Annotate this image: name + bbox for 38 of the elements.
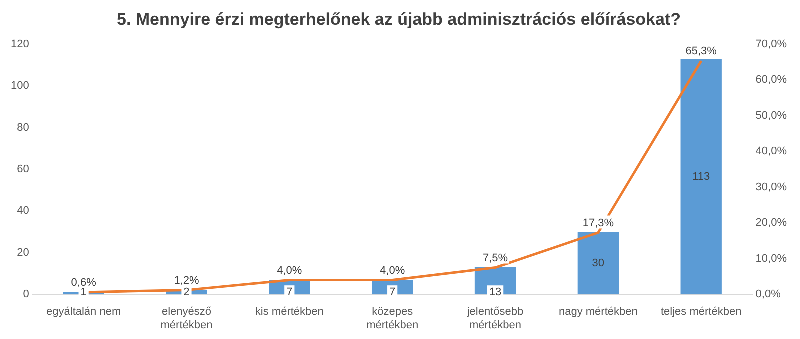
data-label: 7 xyxy=(390,286,396,299)
x-tick-label: nagy mértékben xyxy=(558,306,638,318)
data-label: 113 xyxy=(692,170,710,183)
y2-tick-label: 30,0% xyxy=(756,181,788,194)
y-tick-label: 40 xyxy=(17,205,30,218)
data-label: 4,0% xyxy=(277,264,302,277)
y2-tick-label: 40,0% xyxy=(756,146,788,158)
y2-tick-label: 50,0% xyxy=(756,110,788,122)
x-tick-label: teljes mértékben xyxy=(660,306,742,318)
y-tick-label: 100 xyxy=(10,80,30,92)
y2-tick-label: 10,0% xyxy=(756,252,788,265)
y2-tick-label: 60,0% xyxy=(756,74,788,86)
y-tick-label: 120 xyxy=(10,38,30,50)
y-tick-label: 80 xyxy=(17,122,30,134)
x-tick-label: közepes mértékben xyxy=(366,306,419,332)
data-label: 0,6% xyxy=(71,276,97,289)
data-label: 1,2% xyxy=(174,274,200,287)
data-label: 7,5% xyxy=(482,252,508,264)
x-tick-label: elenyésző mértékben xyxy=(160,306,213,332)
x-tick-label: jelentősebb mértékben xyxy=(466,306,524,332)
bar xyxy=(680,58,722,295)
data-label: 13 xyxy=(489,286,502,299)
chart-title: 5. Mennyire érzi megterhelőnek az újabb adminisztrációs előírásokat? xyxy=(116,10,682,29)
x-tick-label: egyáltalán nem xyxy=(46,306,122,318)
y2-tick-label: 0,0% xyxy=(756,288,782,301)
data-label: 65,3% xyxy=(686,46,718,58)
data-label: 30 xyxy=(592,257,605,270)
data-label: 2 xyxy=(184,286,190,299)
x-tick-label: kis mértékben xyxy=(255,306,324,318)
y-tick-label: 60 xyxy=(17,164,30,176)
bar xyxy=(578,232,620,295)
data-label: 4,0% xyxy=(380,264,406,277)
y2-tick-label: 20,0% xyxy=(756,217,788,230)
y2-tick-label: 70,0% xyxy=(756,38,788,50)
data-label: 7 xyxy=(286,286,293,299)
data-label: 17,3% xyxy=(582,217,614,230)
y-tick-label: 0 xyxy=(23,288,30,301)
y-tick-label: 20 xyxy=(17,246,30,259)
